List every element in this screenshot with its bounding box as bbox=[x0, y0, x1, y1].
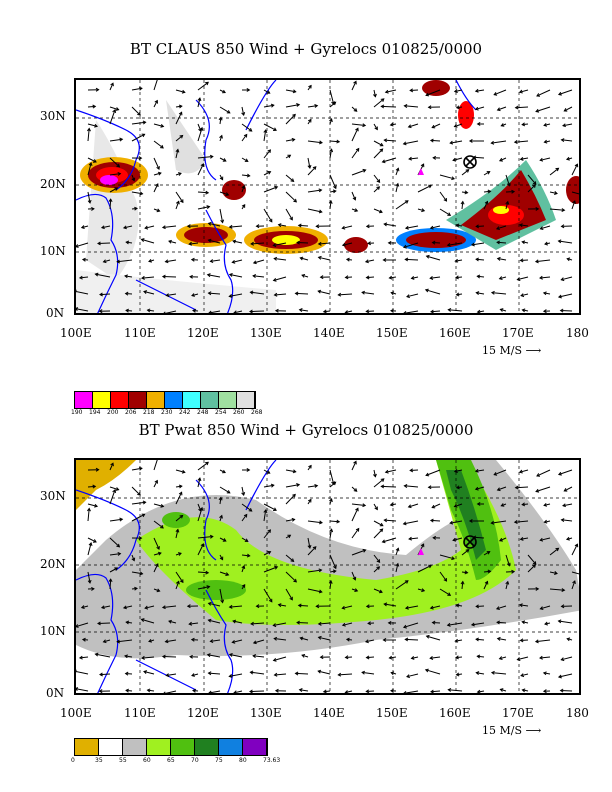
top-legend-swatch bbox=[237, 392, 255, 408]
top-map-panel bbox=[74, 78, 581, 315]
top-wind-arrows bbox=[76, 80, 579, 313]
bottom-legend-swatch bbox=[195, 739, 219, 755]
bottom-legend-swatch bbox=[171, 739, 195, 755]
bottom-legend-label: 55 bbox=[119, 757, 127, 764]
top-legend-label: 194 bbox=[89, 409, 101, 416]
top-grid bbox=[76, 80, 579, 313]
top-ylabel-0n: 0N bbox=[46, 306, 65, 320]
top-legend-label: 242 bbox=[179, 409, 191, 416]
top-wind-scale-label: 15 M/S ⟶ bbox=[482, 344, 542, 357]
bottom-coastlines bbox=[76, 460, 277, 693]
pwat-features bbox=[76, 460, 579, 659]
top-legend-label: 260 bbox=[233, 409, 245, 416]
bottom-legend-label: 75 bbox=[215, 757, 223, 764]
top-coastlines bbox=[76, 80, 477, 313]
top-xlabel-110e: 110E bbox=[124, 326, 156, 340]
bottom-legend-label: 73.63 bbox=[263, 757, 281, 764]
bottom-colorbar bbox=[74, 738, 268, 756]
bottom-legend-swatch bbox=[123, 739, 147, 755]
top-xlabel-180: 180 bbox=[566, 326, 589, 340]
bottom-legend-label: 0 bbox=[71, 757, 75, 764]
bottom-legend-swatch bbox=[75, 739, 99, 755]
top-xlabel-160e: 160E bbox=[439, 326, 471, 340]
top-ylabel-10n: 10N bbox=[40, 244, 66, 258]
top-panel-title: BT CLAUS 850 Wind + Gyrelocs 010825/0000 bbox=[129, 40, 483, 58]
top-legend-label: 268 bbox=[251, 409, 263, 416]
top-legend-swatch bbox=[165, 392, 183, 408]
bottom-legend-swatch bbox=[243, 739, 267, 755]
bottom-legend-label: 60 bbox=[143, 757, 151, 764]
top-xlabel-140e: 140E bbox=[313, 326, 345, 340]
top-xlabel-170e: 170E bbox=[502, 326, 534, 340]
top-legend-label: 218 bbox=[143, 409, 155, 416]
top-map-svg bbox=[76, 80, 579, 313]
bottom-xlabel-180: 180 bbox=[566, 706, 589, 720]
top-legend-label: 200 bbox=[107, 409, 119, 416]
bottom-xlabel-120e: 120E bbox=[187, 706, 219, 720]
top-xlabel-100e: 100E bbox=[60, 326, 92, 340]
bottom-xlabel-170e: 170E bbox=[502, 706, 534, 720]
top-legend-swatch bbox=[111, 392, 129, 408]
top-legend-label: 254 bbox=[215, 409, 227, 416]
bottom-legend-swatch bbox=[219, 739, 243, 755]
bottom-grid bbox=[76, 460, 579, 693]
bottom-xlabel-160e: 160E bbox=[439, 706, 471, 720]
bottom-legend-swatch bbox=[99, 739, 123, 755]
top-xlabel-150e: 150E bbox=[376, 326, 408, 340]
triangle-marker-bottom bbox=[418, 548, 424, 555]
bottom-xlabel-110e: 110E bbox=[124, 706, 156, 720]
bottom-map-panel bbox=[74, 458, 581, 695]
bottom-ylabel-10n: 10N bbox=[40, 624, 66, 638]
bottom-ylabel-20n: 20N bbox=[40, 557, 66, 571]
bottom-ylabel-30n: 30N bbox=[40, 489, 66, 503]
top-legend-label: 248 bbox=[197, 409, 209, 416]
top-legend-swatch bbox=[183, 392, 201, 408]
bottom-panel-title: BT Pwat 850 Wind + Gyrelocs 010825/0000 bbox=[138, 421, 474, 439]
top-legend-swatch bbox=[219, 392, 237, 408]
cloud-features bbox=[76, 80, 579, 313]
top-ylabel-20n: 20N bbox=[40, 177, 66, 191]
top-xlabel-120e: 120E bbox=[187, 326, 219, 340]
bottom-xlabel-150e: 150E bbox=[376, 706, 408, 720]
triangle-marker bbox=[418, 168, 424, 175]
top-legend-label: 206 bbox=[125, 409, 137, 416]
bottom-legend-swatch bbox=[147, 739, 171, 755]
bottom-colorbar-labels: 0 35 55 60 65 70 75 80 73.63 bbox=[71, 757, 280, 765]
bottom-xlabel-100e: 100E bbox=[60, 706, 92, 720]
bottom-legend-label: 65 bbox=[167, 757, 175, 764]
bottom-ylabel-0n: 0N bbox=[46, 686, 65, 700]
bottom-wind-arrows bbox=[76, 460, 579, 693]
top-ylabel-30n: 30N bbox=[40, 109, 66, 123]
gyre-center-marker bbox=[463, 155, 477, 169]
top-colorbar-labels: 190 194 200 206 218 230 242 248 254 260 268 bbox=[71, 409, 274, 417]
bottom-wind-scale-label: 15 M/S ⟶ bbox=[482, 724, 542, 737]
bottom-legend-label: 80 bbox=[239, 757, 247, 764]
bottom-xlabel-140e: 140E bbox=[313, 706, 345, 720]
bottom-legend-label: 35 bbox=[95, 757, 103, 764]
top-legend-swatch bbox=[147, 392, 165, 408]
bottom-legend-label: 70 bbox=[191, 757, 199, 764]
bottom-map-svg bbox=[76, 460, 579, 693]
top-legend-swatch bbox=[93, 392, 111, 408]
top-legend-label: 230 bbox=[161, 409, 173, 416]
top-legend-swatch bbox=[201, 392, 219, 408]
top-xlabel-130e: 130E bbox=[250, 326, 282, 340]
top-legend-swatch bbox=[75, 392, 93, 408]
top-legend-label: 190 bbox=[71, 409, 83, 416]
bottom-xlabel-130e: 130E bbox=[250, 706, 282, 720]
top-colorbar bbox=[74, 391, 256, 409]
top-legend-swatch bbox=[129, 392, 147, 408]
gyre-center-marker-bottom bbox=[463, 535, 477, 549]
